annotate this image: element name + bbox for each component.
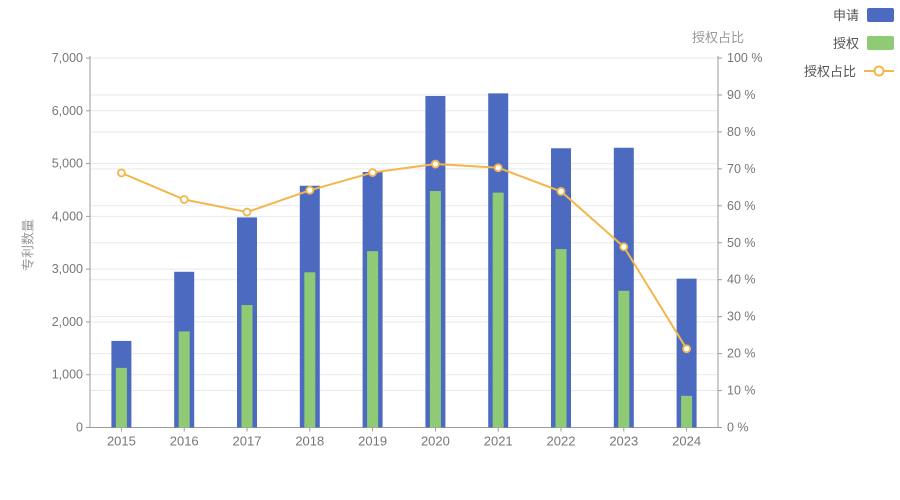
bar-grants-2022[interactable] [555,249,567,428]
ratio-point-2020[interactable] [430,159,440,169]
ratio-point-2022[interactable] [556,186,566,196]
legend: 申请 授权 授权占比 [804,5,894,80]
bar-grants-2018[interactable] [304,272,316,428]
right-axis-tick-label: 70 % [727,162,756,176]
right-axis-tick-label: 20 % [727,347,756,361]
bar-grants-2020[interactable] [429,191,441,428]
legend-label-ratio: 授权占比 [803,64,856,79]
legend-label-applications: 申请 [832,8,859,23]
left-axis-tick-label: 2,000 [52,315,83,329]
x-axis-label: 2024 [672,434,701,449]
left-axis-tick-label: 0 [76,421,83,435]
x-axis-label: 2020 [421,434,450,449]
ratio-line [121,163,688,350]
right-axis-tick-label: 100 % [727,51,762,65]
ratio-point-2015[interactable] [117,168,126,178]
x-axis-label: 2017 [233,434,262,449]
ratio-point-2017[interactable] [242,207,252,217]
left-axis-tick-label: 5,000 [52,157,83,171]
x-axis-label: 2015 [107,434,136,449]
right-axis-tick-label: 10 % [727,384,756,398]
right-axis-tick-label: 40 % [727,273,756,287]
bar-grants-2023[interactable] [618,290,630,428]
bar-grants-2019[interactable] [367,251,379,428]
legend-item-grants[interactable]: 授权 [833,33,894,52]
legend-label-grants: 授权 [832,36,859,51]
ratio-point-2018[interactable] [305,185,315,195]
legend-item-applications[interactable]: 申请 [833,5,894,24]
left-axis-tick-label: 1,000 [52,368,83,382]
left-axis-title: 专利数量 [20,218,36,272]
bar-grants-2016[interactable] [178,331,190,428]
bar-grants-2024[interactable] [681,395,693,428]
ratio-point-2024[interactable] [682,344,691,354]
ratio-point-2023[interactable] [619,242,629,252]
bar-grants-2017[interactable] [241,305,253,428]
ratio-point-2021[interactable] [493,163,503,173]
right-axis-title: 授权占比 [692,30,745,45]
x-axis-label: 2018 [295,434,324,449]
left-axis-tick-label: 6,000 [52,104,83,118]
right-axis-tick-label: 90 % [727,88,756,102]
legend-item-ratio[interactable]: 授权占比 [804,61,894,80]
right-axis-tick-label: 0 % [727,421,749,435]
x-axis-label: 2022 [547,434,576,449]
left-axis-tick-label: 4,000 [52,209,83,223]
right-axis-tick-label: 50 % [727,236,756,250]
x-axis-label: 2019 [358,434,387,449]
right-axis-tick-label: 60 % [727,199,756,213]
ratio-point-2019[interactable] [368,168,378,177]
x-axis-label: 2016 [170,434,199,449]
x-axis-label: 2021 [484,434,513,449]
ratio-point-2016[interactable] [179,195,189,204]
bar-grants-2021[interactable] [492,192,504,428]
bar-grants-2015[interactable] [115,367,127,428]
ratio-line-marker-icon [864,64,894,78]
x-axis-label: 2023 [609,434,638,449]
right-axis-tick-label: 80 % [727,125,756,139]
left-axis-tick-label: 3,000 [52,262,83,276]
left-axis-tick-label: 7,000 [52,51,83,65]
right-axis-tick-label: 30 % [727,310,756,324]
applications-swatch-icon [867,7,894,22]
grants-swatch-icon [867,35,894,50]
